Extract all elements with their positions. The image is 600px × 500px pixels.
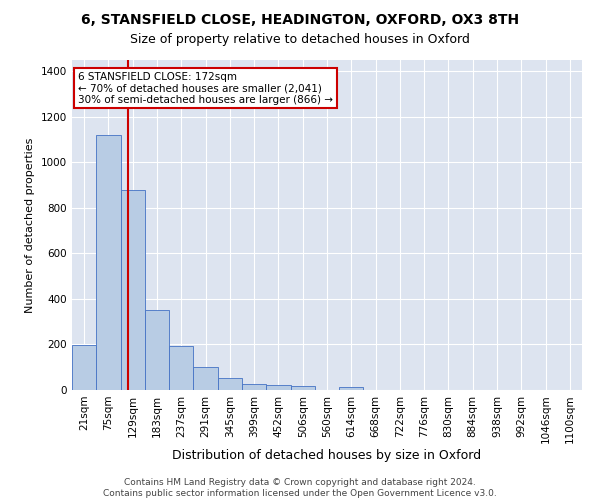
Text: Contains HM Land Registry data © Crown copyright and database right 2024.
Contai: Contains HM Land Registry data © Crown c… (103, 478, 497, 498)
Text: 6 STANSFIELD CLOSE: 172sqm
← 70% of detached houses are smaller (2,041)
30% of s: 6 STANSFIELD CLOSE: 172sqm ← 70% of deta… (78, 72, 333, 105)
Bar (339, 386, 364, 390)
Text: Size of property relative to detached houses in Oxford: Size of property relative to detached ho… (130, 32, 470, 46)
Bar (96, 135, 121, 390)
Bar (242, 384, 266, 390)
X-axis label: Distribution of detached houses by size in Oxford: Distribution of detached houses by size … (172, 449, 482, 462)
Bar (290, 386, 315, 390)
Bar (266, 386, 290, 390)
Bar (121, 190, 145, 390)
Bar (218, 378, 242, 390)
Text: 6, STANSFIELD CLOSE, HEADINGTON, OXFORD, OX3 8TH: 6, STANSFIELD CLOSE, HEADINGTON, OXFORD,… (81, 12, 519, 26)
Y-axis label: Number of detached properties: Number of detached properties (25, 138, 35, 312)
Bar (193, 367, 218, 390)
Bar (72, 345, 96, 390)
Bar (145, 310, 169, 390)
Bar (169, 346, 193, 390)
